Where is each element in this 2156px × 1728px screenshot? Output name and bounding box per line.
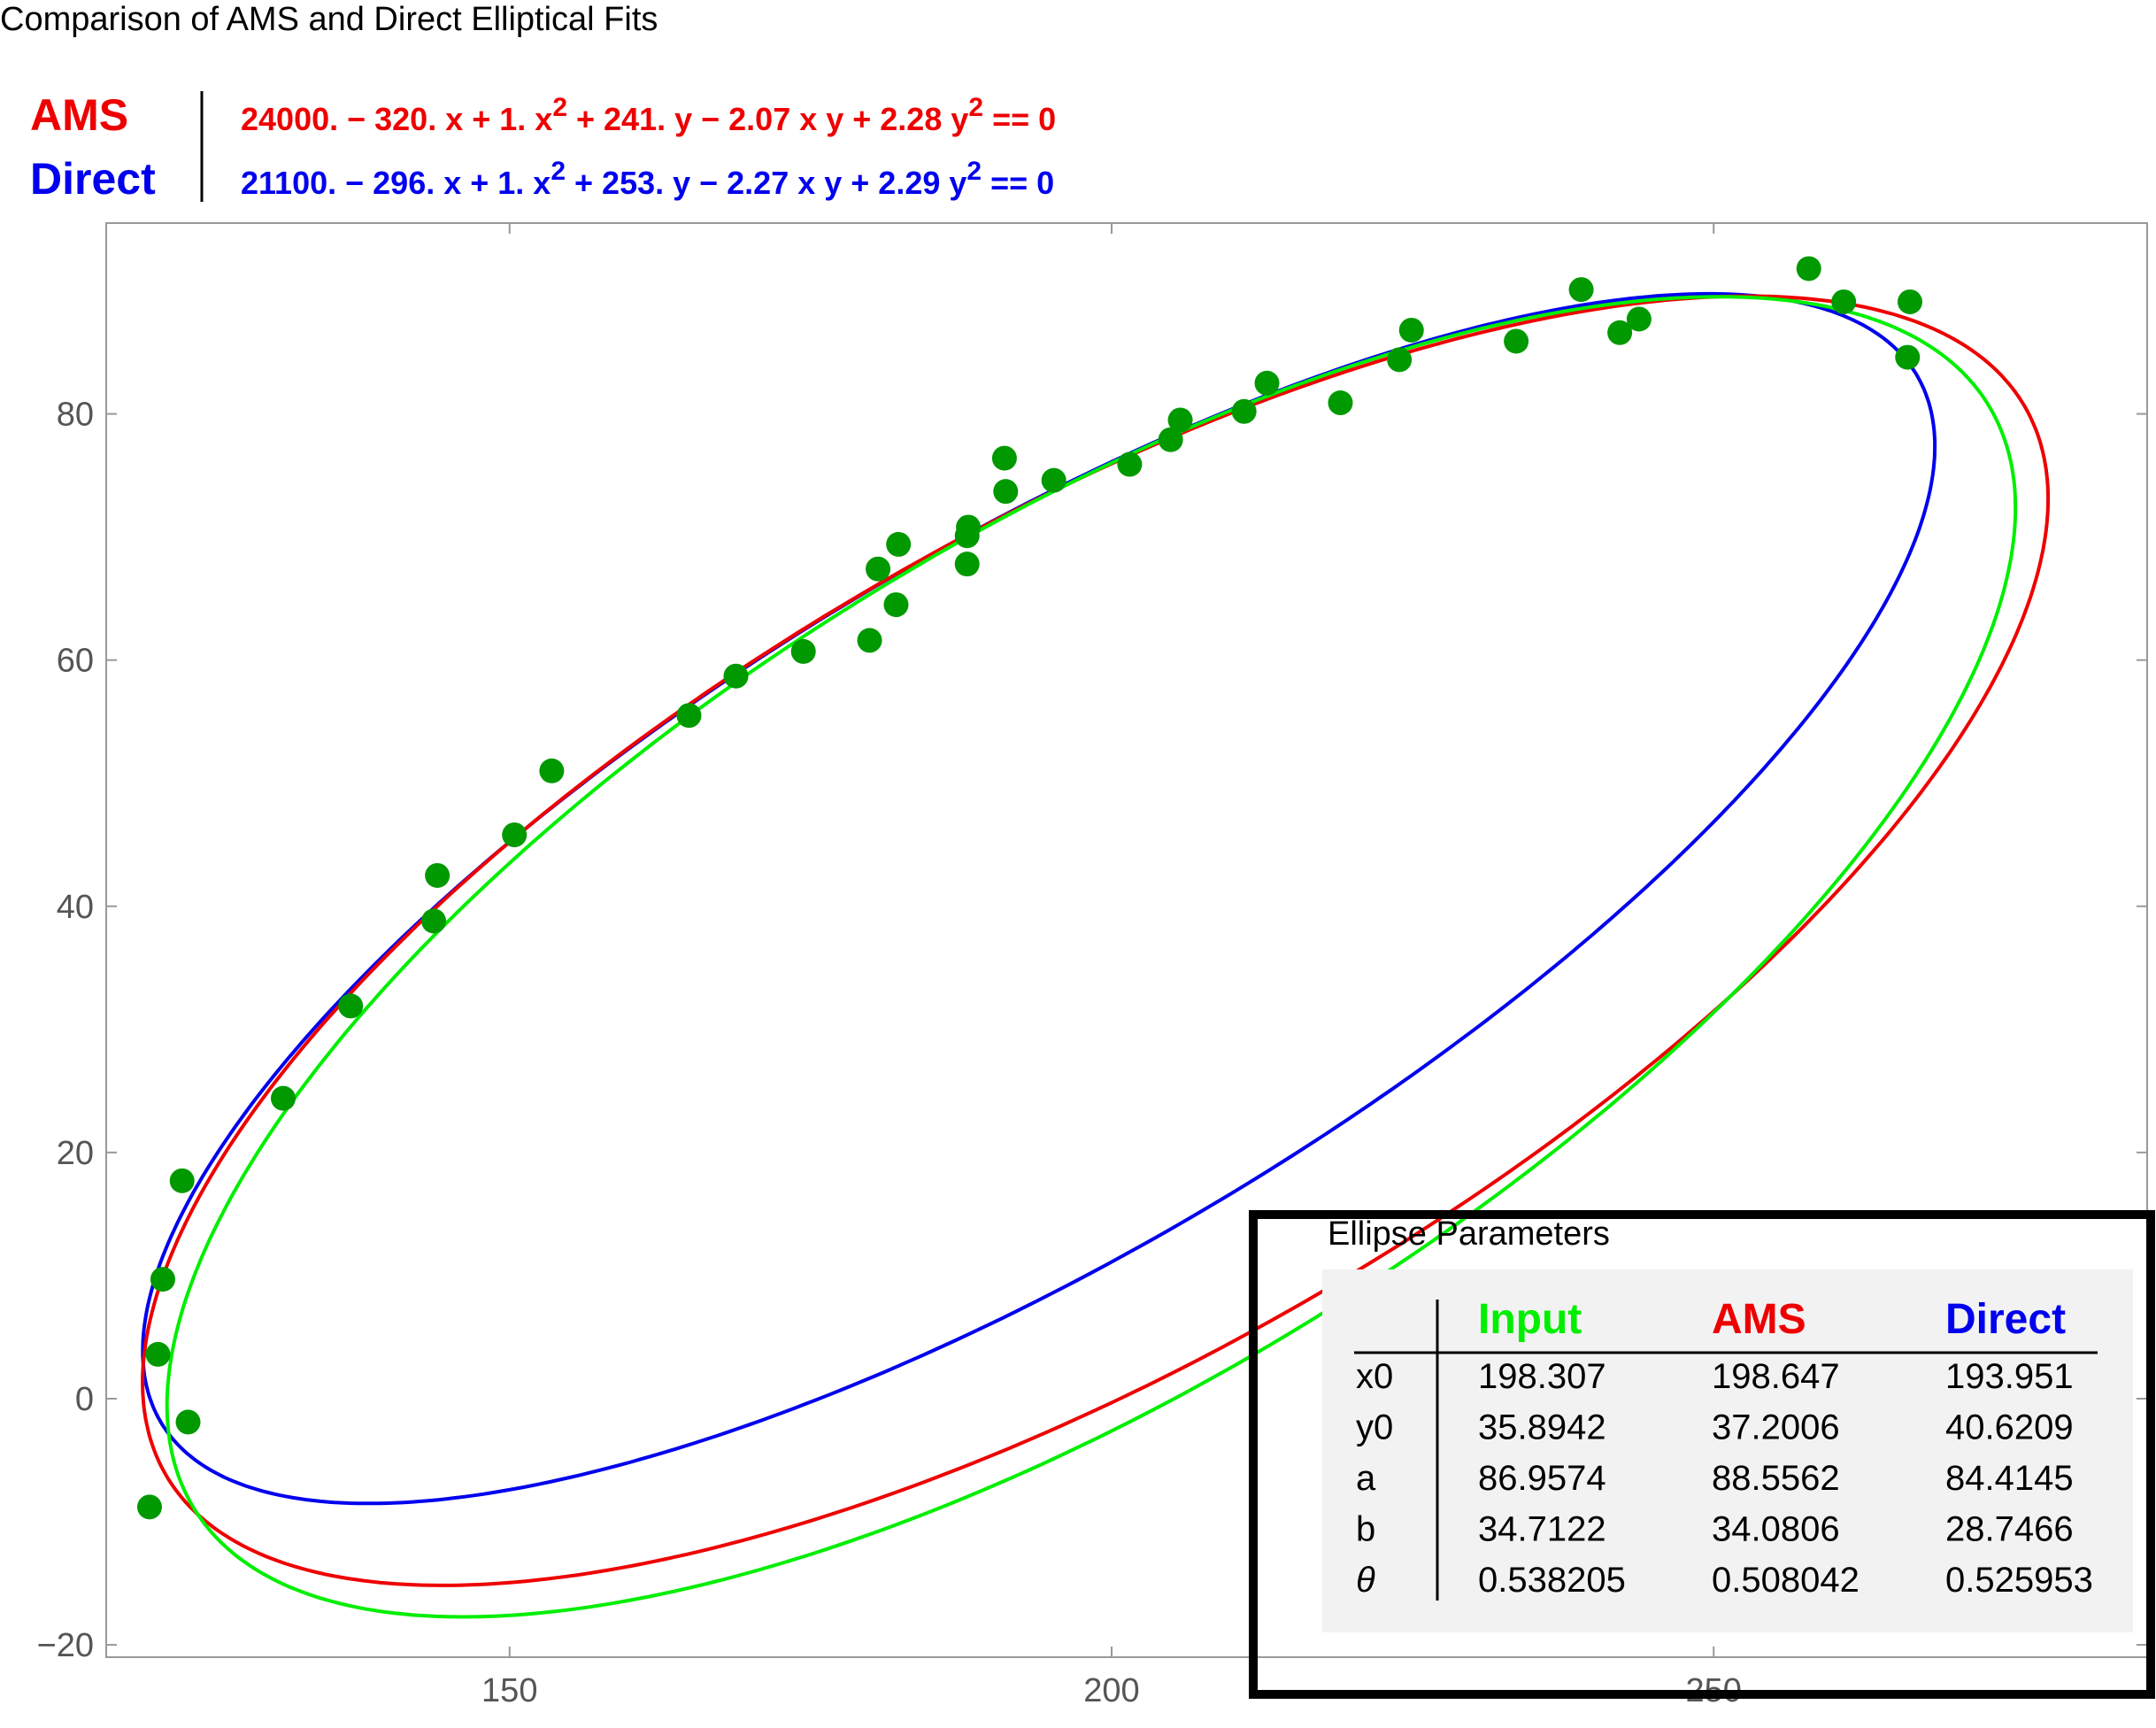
y-tick-label: 80: [57, 397, 94, 434]
table-border: [1249, 1210, 2155, 1699]
data-point: [421, 908, 447, 934]
data-point: [136, 1494, 162, 1520]
table-cell: 34.0806: [1712, 1510, 1840, 1549]
table-cell: 0.525953: [1945, 1561, 2093, 1600]
data-point: [790, 638, 816, 664]
table-cell: 37.2006: [1712, 1408, 1840, 1447]
y-tick-label: 20: [57, 1135, 94, 1172]
data-point: [723, 663, 749, 689]
data-points: [136, 256, 1922, 1520]
legend-name-ams: AMS: [30, 90, 128, 140]
data-point: [883, 592, 909, 618]
table-cell: 0.508042: [1712, 1561, 1860, 1600]
data-point: [338, 993, 364, 1019]
data-point: [539, 758, 565, 783]
table-cell: 193.951: [1945, 1357, 2074, 1396]
data-point: [502, 822, 527, 848]
table-cell: 88.5562: [1712, 1459, 1840, 1498]
table-cell: 28.7466: [1945, 1510, 2074, 1549]
data-point: [1167, 407, 1193, 433]
data-point: [1387, 347, 1413, 373]
data-point: [1504, 328, 1529, 354]
data-point: [270, 1085, 296, 1111]
data-point: [1895, 344, 1921, 370]
table-row-label: θ: [1356, 1561, 1375, 1600]
data-point: [1254, 370, 1280, 396]
data-point: [993, 479, 1019, 505]
data-point: [991, 445, 1017, 471]
table-cell: 84.4145: [1945, 1459, 2074, 1498]
y-tick-label: 60: [57, 643, 94, 680]
table-cell: 86.9574: [1478, 1459, 1606, 1498]
data-point: [425, 862, 450, 888]
legend-name-direct: Direct: [30, 154, 156, 204]
table-header-direct: Direct: [1945, 1296, 2066, 1343]
data-point: [1796, 256, 1821, 282]
data-point: [857, 628, 882, 653]
data-point: [954, 552, 980, 577]
data-point: [1041, 467, 1066, 493]
data-point: [145, 1341, 171, 1367]
y-tick-label: −20: [37, 1627, 94, 1664]
table-cell: 0.538205: [1478, 1561, 1626, 1600]
plot-frame: [105, 222, 2148, 1658]
data-point: [1328, 390, 1353, 416]
table-row-label: a: [1356, 1459, 1376, 1498]
table-cell: 198.647: [1712, 1357, 1840, 1396]
data-point: [175, 1409, 201, 1435]
ellipse-parameters-table: Ellipse Parameters Input AMS Direct x0 198.30…: [1249, 1210, 2155, 1699]
data-point: [1158, 427, 1183, 452]
data-point: [169, 1168, 195, 1193]
table-row-label: x0: [1356, 1357, 1393, 1396]
data-point: [1831, 289, 1857, 314]
data-point: [676, 703, 702, 729]
data-point: [1117, 451, 1143, 477]
y-tick-label: 0: [75, 1381, 94, 1418]
data-point: [150, 1267, 175, 1292]
data-point: [956, 514, 982, 540]
data-point: [1231, 398, 1257, 424]
data-point: [1897, 289, 1922, 314]
y-tick-label: 40: [57, 889, 94, 926]
table-cell: 40.6209: [1945, 1408, 2074, 1447]
table-title: Ellipse Parameters: [1328, 1215, 1610, 1253]
equation-legend: AMS 24000. − 320. x + 1. x2 + 241. y − 2.…: [30, 90, 1056, 204]
data-point: [886, 531, 912, 557]
table-row-label: y0: [1356, 1408, 1393, 1447]
table-header-ams: AMS: [1712, 1296, 1806, 1343]
data-point: [1568, 277, 1594, 303]
curve-input: [165, 295, 2018, 1619]
data-point: [1607, 320, 1633, 345]
table-row-label: b: [1356, 1510, 1375, 1549]
table-cell: 198.307: [1478, 1357, 1606, 1396]
x-tick-label: 200: [1083, 1672, 1139, 1709]
x-tick-label: 150: [481, 1672, 537, 1709]
data-point: [1626, 306, 1652, 332]
legend-equation-direct: 21100. − 296. x + 1. x2 + 253. y − 2.27 …: [241, 157, 1054, 201]
table-cell: 35.8942: [1478, 1408, 1606, 1447]
table-background: [1322, 1269, 2133, 1632]
table-cell: 34.7122: [1478, 1510, 1606, 1549]
chart-title: Comparison of AMS and Direct Elliptical …: [0, 1, 658, 38]
legend-equation-ams: 24000. − 320. x + 1. x2 + 241. y − 2.07 …: [241, 93, 1056, 137]
data-point: [866, 556, 891, 582]
data-point: [1398, 317, 1424, 343]
table-header-input: Input: [1478, 1296, 1582, 1343]
